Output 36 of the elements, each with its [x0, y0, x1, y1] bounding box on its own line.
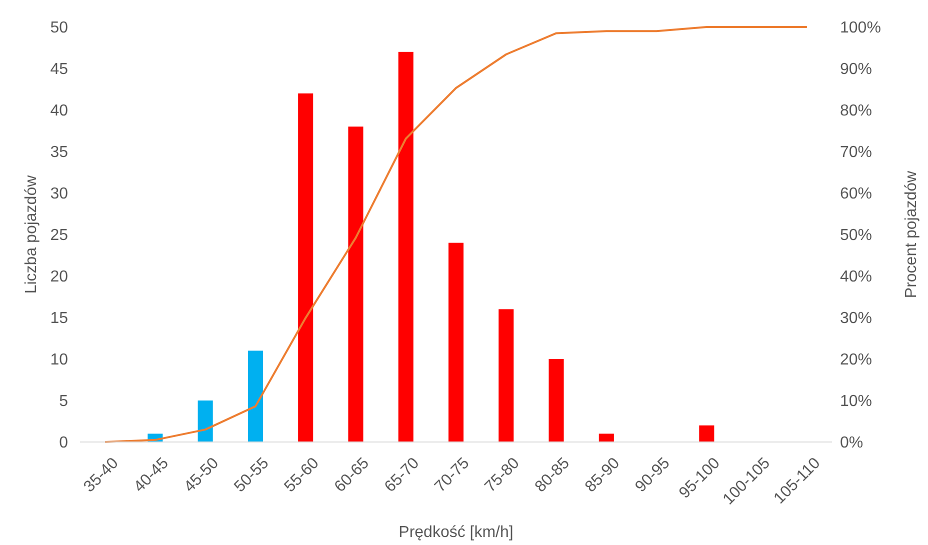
y2-tick-label: 20%: [840, 352, 872, 369]
y-tick-label: 10: [50, 352, 68, 369]
bar: [548, 359, 564, 442]
bar: [248, 350, 263, 442]
y2-tick-label: 60%: [840, 186, 872, 203]
y2-tick-label: 90%: [840, 61, 872, 78]
y-tick-label: 5: [59, 393, 68, 410]
y2-tick-label: 30%: [840, 310, 872, 328]
bar: [448, 242, 464, 442]
bar: [598, 434, 614, 442]
y2-tick-label: 40%: [840, 268, 872, 286]
y2-tick-label: 100%: [840, 20, 881, 37]
bar: [398, 52, 414, 442]
bar: [699, 425, 714, 442]
y2-axis-title: Procent pojazdów: [903, 170, 920, 298]
bar: [348, 126, 364, 442]
y-tick-label: 0: [59, 434, 68, 452]
y2-tick-label: 80%: [840, 102, 872, 120]
bar: [498, 309, 514, 442]
y2-tick-label: 0%: [840, 434, 864, 452]
y-tick-label: 20: [50, 268, 68, 286]
y2-tick-label: 50%: [840, 227, 872, 244]
y-tick-label: 15: [50, 310, 68, 328]
y-tick-label: 50: [50, 20, 68, 37]
y-tick-label: 35: [50, 144, 68, 162]
bar: [298, 93, 314, 442]
y2-tick-label: 10%: [840, 393, 872, 410]
y-tick-label: 40: [50, 102, 68, 120]
bar: [198, 400, 213, 442]
line-series: [104, 26, 808, 443]
x-axis-title: Prędkość [km/h]: [398, 524, 514, 541]
y-tick-label: 45: [50, 61, 68, 78]
y2-tick-label: 70%: [840, 144, 872, 162]
y-tick-label: 30: [50, 186, 68, 203]
y-axis-title: Liczba pojazdów: [23, 174, 40, 294]
y-tick-label: 25: [50, 227, 68, 244]
